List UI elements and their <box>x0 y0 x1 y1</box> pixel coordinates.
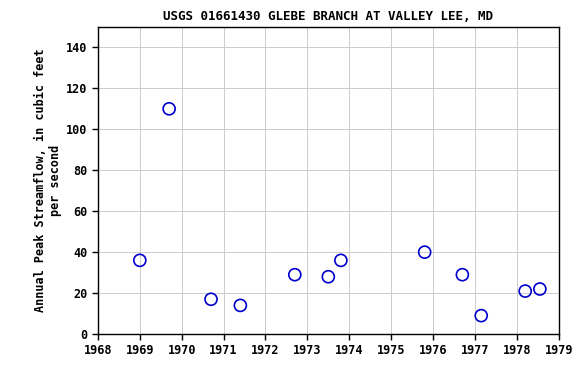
Point <box>476 313 486 319</box>
Point <box>135 257 145 263</box>
Point <box>420 249 429 255</box>
Point <box>521 288 530 294</box>
Point <box>535 286 544 292</box>
Point <box>165 106 174 112</box>
Point <box>236 302 245 308</box>
Point <box>290 271 300 278</box>
Point <box>336 257 346 263</box>
Point <box>324 274 333 280</box>
Point <box>458 271 467 278</box>
Title: USGS 01661430 GLEBE BRANCH AT VALLEY LEE, MD: USGS 01661430 GLEBE BRANCH AT VALLEY LEE… <box>164 10 493 23</box>
Y-axis label: Annual Peak Streamflow, in cubic feet
per second: Annual Peak Streamflow, in cubic feet pe… <box>34 49 62 312</box>
Point <box>206 296 215 302</box>
